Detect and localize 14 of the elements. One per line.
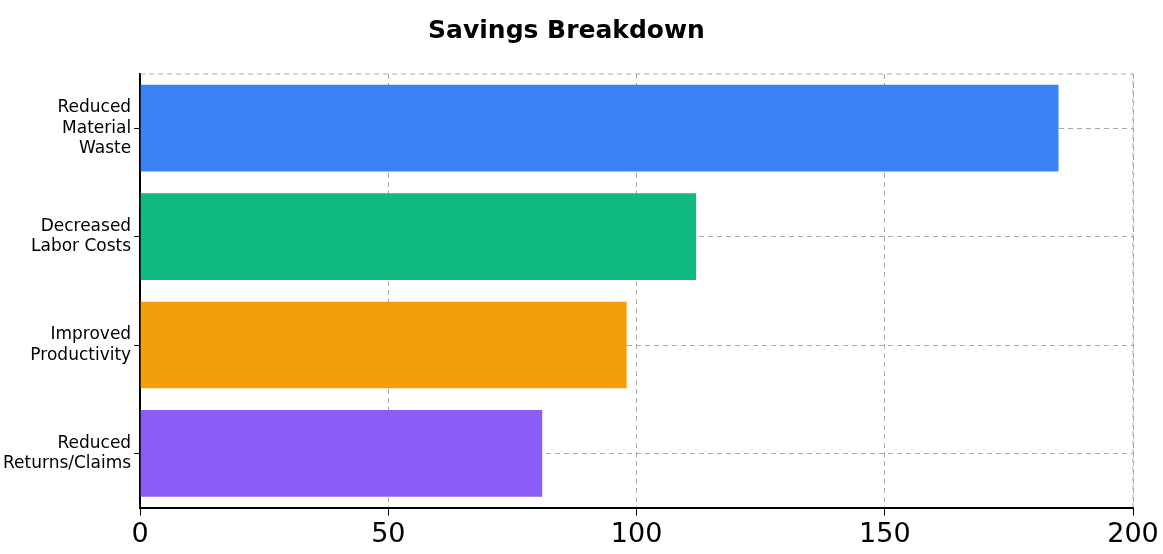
bar <box>140 193 697 280</box>
bar <box>140 410 543 497</box>
y-tick-label: Improved Productivity <box>30 323 132 364</box>
chart-title: Savings Breakdown <box>428 14 705 44</box>
x-tick-label: 100 <box>610 516 663 548</box>
x-tick-label: 0 <box>131 516 149 548</box>
x-tick-label: 150 <box>859 516 911 548</box>
y-tick-label: Reduced Returns/Claims <box>2 431 132 473</box>
x-tick-label: 50 <box>371 516 406 548</box>
x-tick-label: 200 <box>1107 516 1159 548</box>
y-tick-label: Reduced Material Waste <box>57 96 132 158</box>
y-tick-label: Decreased Labor Costs <box>31 214 132 256</box>
bar <box>140 84 1059 172</box>
bar <box>140 301 627 389</box>
